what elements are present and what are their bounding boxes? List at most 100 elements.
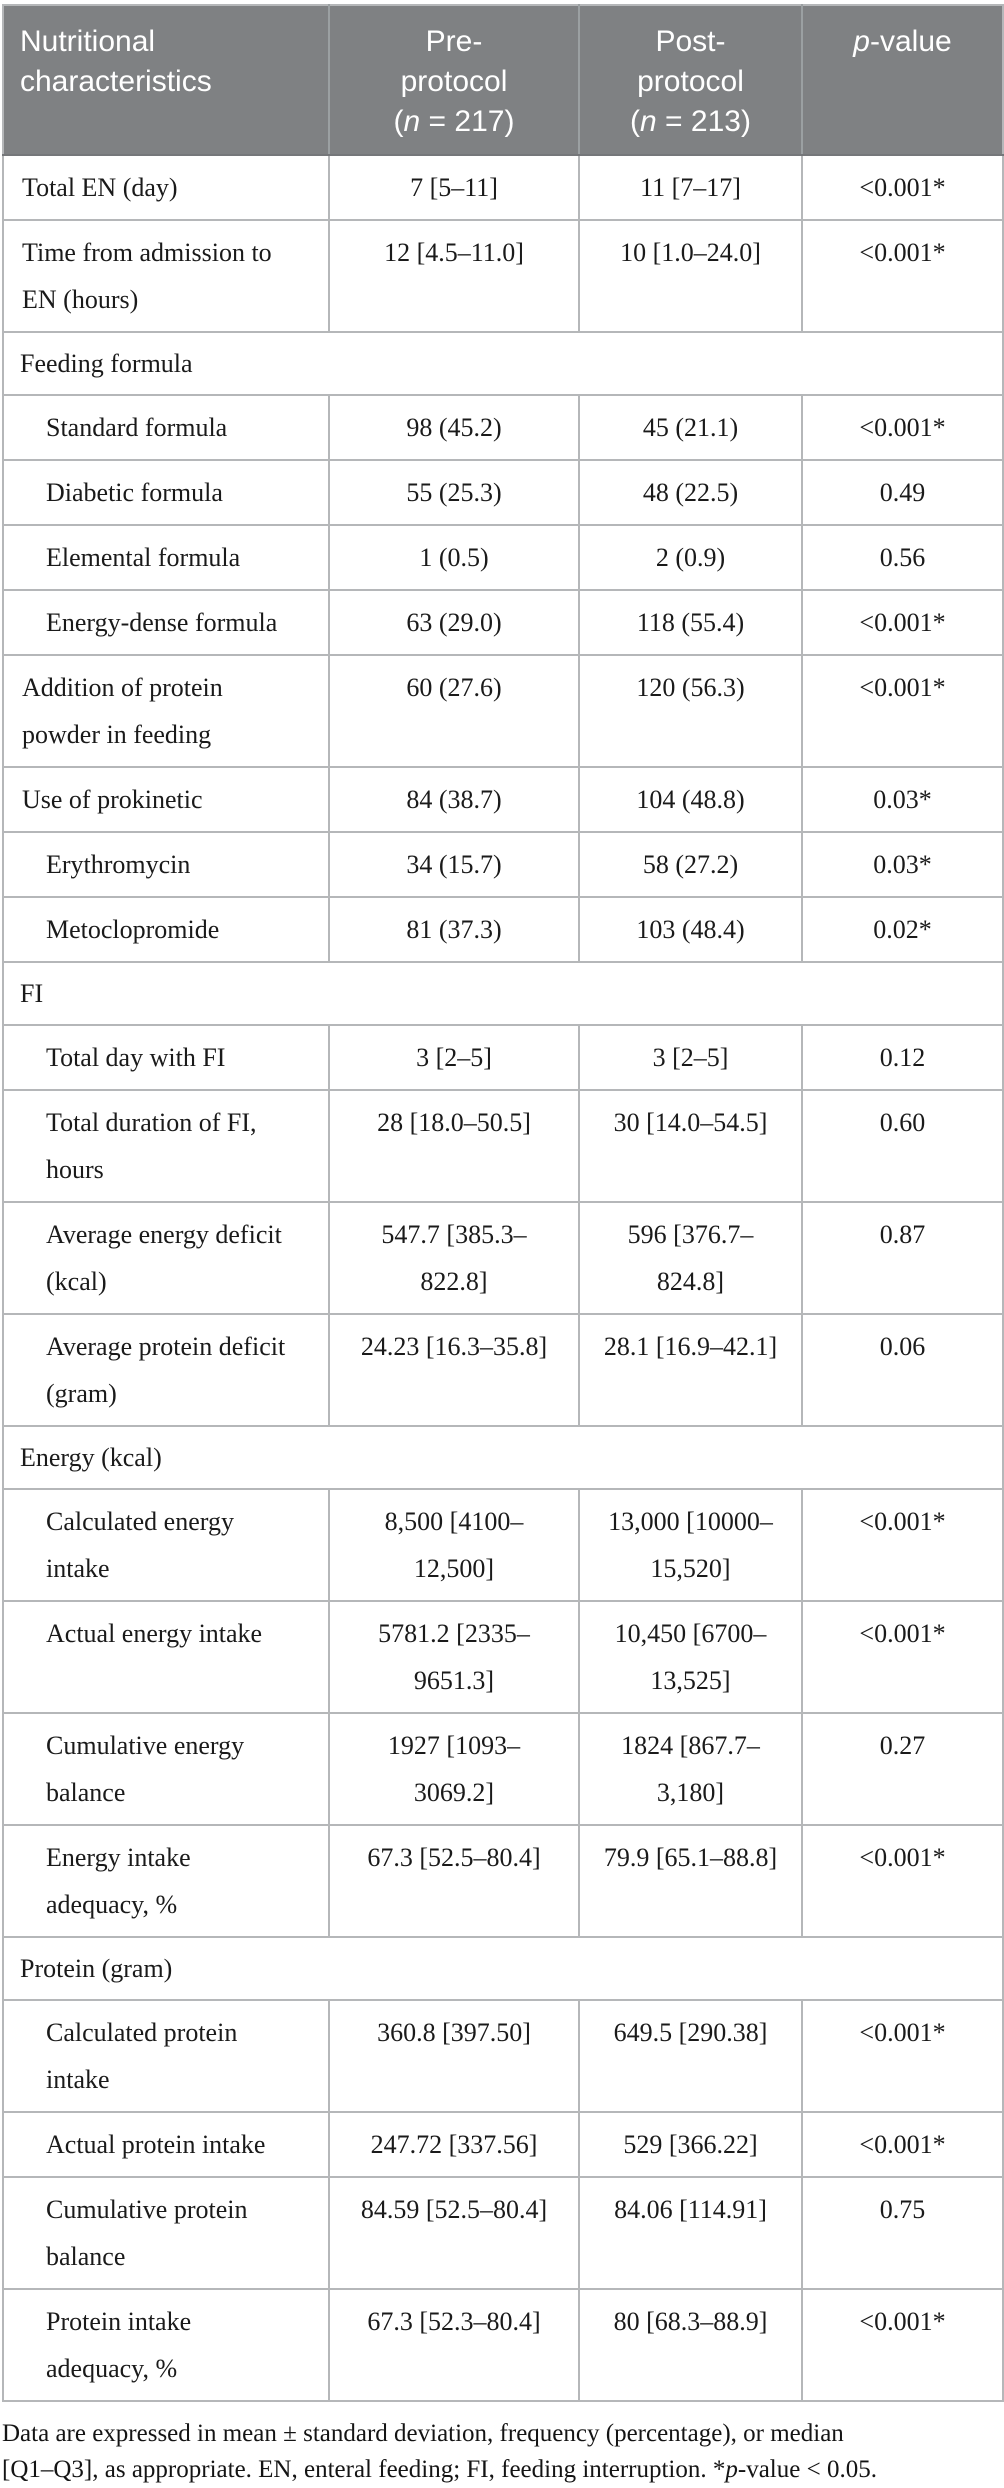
row-label-cell: Calculated protein intake [2, 1999, 330, 2113]
row-label-cell: Calculated energy intake [2, 1488, 330, 1602]
p-value-cell: <0.001* [801, 1600, 1004, 1714]
row-label-cell: Elemental formula [2, 524, 330, 591]
row-label-cell: Total day with FI [2, 1024, 330, 1091]
p-value-cell: 0.03* [801, 831, 1004, 898]
post-protocol-value-cell: 13,000 [10000– 15,520] [578, 1488, 803, 1602]
pre-protocol-value-cell: 98 (45.2) [328, 394, 580, 461]
table-row: Total EN (day) 7 [5–11] 11 [7–17] <0.001… [2, 154, 1004, 221]
p-value-cell: 0.12 [801, 1024, 1004, 1091]
p-value-cell: <0.001* [801, 219, 1004, 333]
p-value-cell: <0.001* [801, 2288, 1004, 2402]
row-label-cell: Total duration of FI, hours [2, 1089, 330, 1203]
p-value-cell: <0.001* [801, 1824, 1004, 1938]
italic-p: p [725, 2456, 738, 2483]
pre-protocol-value-cell: 60 (27.6) [328, 654, 580, 768]
pre-protocol-value-cell: 84.59 [52.5–80.4] [328, 2176, 580, 2290]
p-value-cell: <0.001* [801, 1999, 1004, 2113]
row-label-cell: Standard formula [2, 394, 330, 461]
table-row: Calculated protein intake 360.8 [397.50]… [2, 1999, 1004, 2113]
section-row: FI [2, 961, 1004, 1026]
italic-p: p [853, 25, 870, 58]
post-protocol-value-cell: 58 (27.2) [578, 831, 803, 898]
row-label-cell: Average energy deficit (kcal) [2, 1201, 330, 1315]
p-value-cell: 0.02* [801, 896, 1004, 963]
post-protocol-value-cell: 10,450 [6700– 13,525] [578, 1600, 803, 1714]
post-protocol-value-cell: 80 [68.3–88.9] [578, 2288, 803, 2402]
pre-protocol-value-cell: 34 (15.7) [328, 831, 580, 898]
pre-protocol-value-cell: 84 (38.7) [328, 766, 580, 833]
p-value-cell: 0.87 [801, 1201, 1004, 1315]
p-value-cell: 0.49 [801, 459, 1004, 526]
post-protocol-value-cell: 529 [366.22] [578, 2111, 803, 2178]
table-body: Total EN (day) 7 [5–11] 11 [7–17] <0.001… [2, 154, 1004, 2402]
row-label-cell: Use of prokinetic [2, 766, 330, 833]
row-label-cell: Metoclopromide [2, 896, 330, 963]
pre-protocol-value-cell: 67.3 [52.3–80.4] [328, 2288, 580, 2402]
header-post-protocol: Post- protocol (n = 213) [578, 5, 802, 156]
header-row: Nutritional characteristics Pre- protoco… [3, 5, 1003, 156]
table-row: Use of prokinetic 84 (38.7) 104 (48.8) 0… [2, 766, 1004, 833]
row-label-cell: Addition of protein powder in feeding [2, 654, 330, 768]
p-value-cell: 0.60 [801, 1089, 1004, 1203]
post-protocol-value-cell: 1824 [867.7– 3,180] [578, 1712, 803, 1826]
header-p-value: p-value [801, 5, 1003, 156]
row-label-cell: Cumulative protein balance [2, 2176, 330, 2290]
table-row: Total duration of FI, hours 28 [18.0–50.… [2, 1089, 1004, 1203]
header-post-protocol-n: (n = 213) [630, 105, 751, 138]
section-label-cell: Feeding formula [2, 331, 1004, 396]
post-protocol-value-cell: 596 [376.7– 824.8] [578, 1201, 803, 1315]
table-row: Standard formula 98 (45.2) 45 (21.1) <0.… [2, 394, 1004, 461]
post-protocol-value-cell: 11 [7–17] [578, 154, 803, 221]
post-protocol-value-cell: 103 (48.4) [578, 896, 803, 963]
header-col1-text: Nutritional characteristics [20, 25, 212, 98]
p-value-cell: <0.001* [801, 654, 1004, 768]
table-row: Cumulative protein balance 84.59 [52.5–8… [2, 2176, 1004, 2290]
table-row: Calculated energy intake 8,500 [4100– 12… [2, 1488, 1004, 1602]
table-row: Erythromycin 34 (15.7) 58 (27.2) 0.03* [2, 831, 1004, 898]
post-protocol-value-cell: 3 [2–5] [578, 1024, 803, 1091]
table-footnote: Data are expressed in mean ± standard de… [2, 2416, 1002, 2488]
post-protocol-value-cell: 118 (55.4) [578, 589, 803, 656]
row-label-cell: Protein intake adequacy, % [2, 2288, 330, 2402]
section-row: Energy (kcal) [2, 1425, 1004, 1490]
post-protocol-value-cell: 84.06 [114.91] [578, 2176, 803, 2290]
p-value-cell: <0.001* [801, 394, 1004, 461]
nutrition-characteristics-table: Nutritional characteristics Pre- protoco… [2, 4, 1004, 2402]
post-protocol-value-cell: 48 (22.5) [578, 459, 803, 526]
row-label-cell: Erythromycin [2, 831, 330, 898]
table-header: Nutritional characteristics Pre- protoco… [3, 5, 1003, 156]
table-row: Energy-dense formula 63 (29.0) 118 (55.4… [2, 589, 1004, 656]
header-post-protocol-text: Post- protocol [637, 25, 744, 98]
italic-n: n [640, 105, 657, 138]
header-p-value-text: p-value [853, 25, 952, 58]
table-row: Average protein deficit (gram) 24.23 [16… [2, 1313, 1004, 1427]
section-label-cell: FI [2, 961, 1004, 1026]
post-protocol-value-cell: 104 (48.8) [578, 766, 803, 833]
p-value-cell: 0.56 [801, 524, 1004, 591]
pre-protocol-value-cell: 81 (37.3) [328, 896, 580, 963]
p-value-cell: 0.75 [801, 2176, 1004, 2290]
pre-protocol-value-cell: 63 (29.0) [328, 589, 580, 656]
post-protocol-value-cell: 2 (0.9) [578, 524, 803, 591]
table-row: Metoclopromide 81 (37.3) 103 (48.4) 0.02… [2, 896, 1004, 963]
row-label-cell: Diabetic formula [2, 459, 330, 526]
pre-protocol-value-cell: 7 [5–11] [328, 154, 580, 221]
pre-protocol-value-cell: 55 (25.3) [328, 459, 580, 526]
table-row: Energy intake adequacy, % 67.3 [52.5–80.… [2, 1824, 1004, 1938]
row-label-cell: Actual protein intake [2, 2111, 330, 2178]
italic-n: n [403, 105, 421, 138]
pre-protocol-value-cell: 67.3 [52.5–80.4] [328, 1824, 580, 1938]
row-label-cell: Total EN (day) [2, 154, 330, 221]
pre-protocol-value-cell: 547.7 [385.3– 822.8] [328, 1201, 580, 1315]
post-protocol-value-cell: 649.5 [290.38] [578, 1999, 803, 2113]
pre-protocol-value-cell: 1 (0.5) [328, 524, 580, 591]
table-row: Time from admission to EN (hours) 12 [4.… [2, 219, 1004, 333]
table-row: Diabetic formula 55 (25.3) 48 (22.5) 0.4… [2, 459, 1004, 526]
pre-protocol-value-cell: 5781.2 [2335– 9651.3] [328, 1600, 580, 1714]
table-row: Addition of protein powder in feeding 60… [2, 654, 1004, 768]
post-protocol-value-cell: 30 [14.0–54.5] [578, 1089, 803, 1203]
section-label-cell: Energy (kcal) [2, 1425, 1004, 1490]
p-value-cell: <0.001* [801, 2111, 1004, 2178]
post-protocol-value-cell: 120 (56.3) [578, 654, 803, 768]
footnote-line-2: [Q1–Q3], as appropriate. EN, enteral fee… [2, 2456, 877, 2483]
